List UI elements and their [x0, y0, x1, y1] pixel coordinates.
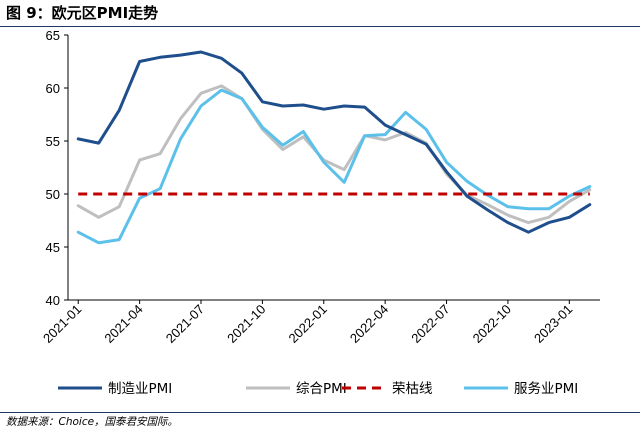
- legend-label-1: 综合PMI: [296, 381, 347, 397]
- x-tick-label: 2021-10: [224, 302, 268, 346]
- x-tick-label: 2022-07: [408, 302, 452, 346]
- x-tick-label: 2022-01: [286, 302, 330, 346]
- x-tick-label: 2021-01: [40, 302, 84, 346]
- legend-label-3: 服务业PMI: [514, 381, 578, 397]
- chart-legend: 制造业PMI 综合PMI 荣枯线 服务业PMI: [58, 381, 578, 397]
- x-tick-label: 2021-07: [163, 302, 207, 346]
- chart-canvas: 40 45 50 55 60 65 2021-01 2021-04 2021-07 2021-10…: [40, 28, 600, 397]
- footer-divider: [0, 412, 640, 413]
- series-line-0: [76, 50, 592, 234]
- source-note: 数据来源：Choice，国泰君安国际。: [6, 416, 179, 428]
- series-line-1: [76, 84, 592, 225]
- figure-title: 图 9：欧元区PMI走势: [6, 4, 159, 22]
- series-line-3: [76, 88, 592, 245]
- chart-series-layer: [76, 50, 592, 245]
- x-tick-label: 2023-01: [531, 302, 575, 346]
- chart-axes: 40 45 50 55 60 65 2021-01 2021-04 2021-07 2021-10…: [40, 28, 600, 346]
- y-tick-label: 40: [46, 293, 60, 308]
- x-tick-label: 2022-04: [347, 302, 391, 346]
- x-tick-label: 2021-04: [101, 302, 145, 346]
- title-divider: [0, 26, 640, 27]
- y-tick-label: 65: [46, 28, 60, 43]
- x-tick-label: 2022-10: [470, 302, 514, 346]
- y-tick-label: 50: [46, 187, 60, 202]
- legend-label-0: 制造业PMI: [108, 381, 172, 397]
- y-tick-label: 45: [46, 240, 60, 255]
- legend-label-2: 荣枯线: [392, 381, 433, 397]
- y-tick-label: 55: [46, 134, 60, 149]
- y-tick-label: 60: [46, 81, 60, 96]
